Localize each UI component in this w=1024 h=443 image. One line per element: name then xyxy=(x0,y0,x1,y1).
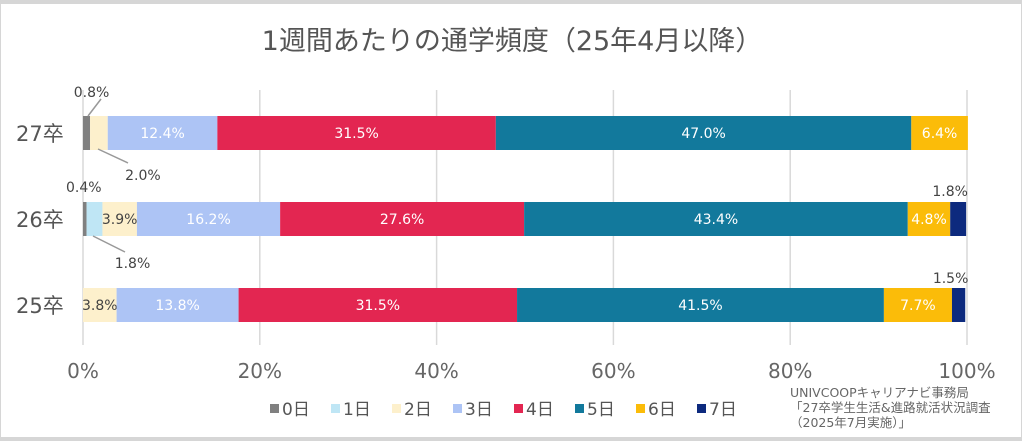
data-label: 3.9% xyxy=(102,212,138,228)
bar-segment-5日 xyxy=(495,116,912,150)
category-label: 25卒 xyxy=(16,294,64,318)
legend-label: 7日 xyxy=(709,400,737,420)
data-label: 6.4% xyxy=(922,126,958,142)
legend-swatch-3日 xyxy=(453,404,462,413)
bar-segment-3日 xyxy=(116,288,239,322)
x-tick-label: 40% xyxy=(414,359,458,383)
leader-line xyxy=(92,235,126,253)
data-label: 31.5% xyxy=(334,126,378,142)
chart-title: 1週間あたりの通学頻度（25年4月以降） xyxy=(262,26,763,57)
data-label: 2.0% xyxy=(125,168,161,184)
data-label: 0.4% xyxy=(66,180,102,196)
legend-label: 3日 xyxy=(465,400,493,420)
bar-segment-4日 xyxy=(217,116,496,150)
legend-label: 0日 xyxy=(282,400,310,420)
data-label: 31.5% xyxy=(356,298,400,314)
legend-swatch-1日 xyxy=(331,404,340,413)
legend-swatch-6日 xyxy=(636,404,645,413)
data-label: 47.0% xyxy=(681,126,725,142)
bar-segment-0日 xyxy=(83,202,87,236)
bar-segment-6日 xyxy=(883,288,952,322)
bar-segment-2日 xyxy=(83,288,117,322)
bar-segment-5日 xyxy=(517,288,884,322)
data-label: 16.2% xyxy=(186,212,230,228)
bar-segment-5日 xyxy=(524,202,908,236)
x-tick-label: 60% xyxy=(591,359,635,383)
x-tick-label: 0% xyxy=(67,359,99,383)
bar-segment-7日 xyxy=(950,202,967,236)
bar-segment-7日 xyxy=(951,288,966,322)
category-label: 26卒 xyxy=(16,208,64,232)
bar-segment-2日 xyxy=(102,202,137,236)
source-note: UNIVCOOPキャリアナビ事務局 「27卒学生生活&進路就活状況調査 （202… xyxy=(790,385,991,430)
bar-segment-0日 xyxy=(83,116,91,150)
x-tick-label: 80% xyxy=(768,359,812,383)
bar-segment-6日 xyxy=(907,202,951,236)
legend-label: 6日 xyxy=(648,400,676,420)
legend-label: 5日 xyxy=(587,400,615,420)
data-label: 13.8% xyxy=(155,298,199,314)
data-label: 27.6% xyxy=(380,212,424,228)
data-label: 12.4% xyxy=(140,126,184,142)
legend-swatch-0日 xyxy=(270,404,279,413)
legend-swatch-4日 xyxy=(514,404,523,413)
bar-segment-3日 xyxy=(136,202,281,236)
legend-label: 1日 xyxy=(343,400,371,420)
data-label: 1.8% xyxy=(115,256,151,272)
leader-line xyxy=(97,148,129,164)
leader-line xyxy=(87,98,102,117)
bar-segment-6日 xyxy=(911,116,968,150)
legend-swatch-5日 xyxy=(575,404,584,413)
data-label: 43.4% xyxy=(694,212,738,228)
bar-segment-2日 xyxy=(90,116,108,150)
data-label: 4.8% xyxy=(911,212,947,228)
data-label: 1.5% xyxy=(933,271,969,287)
legend-label: 2日 xyxy=(404,400,432,420)
legend-swatch-7日 xyxy=(697,404,706,413)
data-label: 1.8% xyxy=(932,184,968,200)
data-label: 3.8% xyxy=(82,298,118,314)
category-label: 27卒 xyxy=(16,122,64,146)
x-tick-label: 20% xyxy=(238,359,282,383)
x-tick-label: 100% xyxy=(938,359,995,383)
bar-segment-4日 xyxy=(238,288,518,322)
data-label: 41.5% xyxy=(678,298,722,314)
legend-label: 4日 xyxy=(526,400,554,420)
data-label: 7.7% xyxy=(900,298,936,314)
bar-segment-3日 xyxy=(107,116,218,150)
legend-swatch-2日 xyxy=(392,404,401,413)
bar-segment-1日 xyxy=(86,202,103,236)
data-label: 0.8% xyxy=(74,85,110,101)
bar-segment-4日 xyxy=(280,202,525,236)
